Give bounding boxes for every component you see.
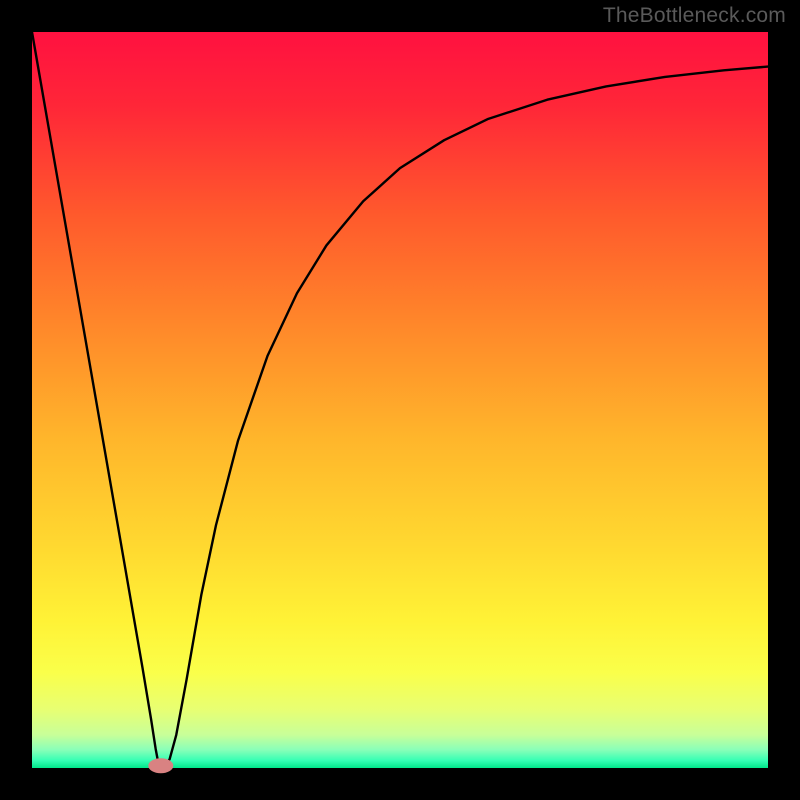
optimum-marker [149, 759, 173, 773]
bottleneck-chart [0, 0, 800, 800]
watermark-text: TheBottleneck.com [603, 4, 786, 28]
chart-background [32, 32, 768, 768]
